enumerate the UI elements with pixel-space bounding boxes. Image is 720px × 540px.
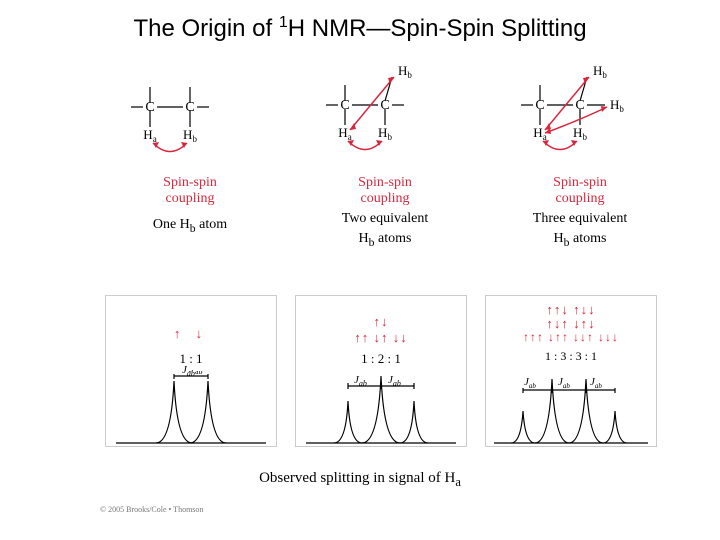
svg-text:Ha: Ha	[338, 125, 351, 142]
jab-3a: Jab	[524, 376, 536, 390]
arrows-1: ↑ ↓	[106, 326, 276, 342]
hb-label-3a: Three equivalent	[485, 211, 675, 227]
coupling-label-1a: Spin-spin	[95, 175, 285, 191]
hb-label-2b: Hb atoms	[290, 231, 480, 249]
observed-caption: Observed splitting in signal of Ha	[0, 470, 720, 490]
coupling-label-3b: coupling	[485, 191, 675, 207]
svg-text:Ha: Ha	[143, 127, 156, 144]
structure-diagram-3: C C Hb Hb Ha Hb	[485, 55, 665, 175]
column-1: C C Ha Hb Spin-spin coupling One Hb atom	[95, 65, 285, 235]
ratio-2: 1 : 2 : 1	[296, 351, 466, 367]
coupling-label-3a: Spin-spin	[485, 175, 675, 191]
svg-text:ab: ab	[195, 371, 203, 376]
coupling-label-2a: Spin-spin	[290, 175, 480, 191]
copyright: © 2005 Brooks/Cole • Thomson	[100, 505, 203, 514]
svg-text:C: C	[185, 100, 194, 115]
arrows-2b: ↑↑ ↓↑ ↓↓	[296, 330, 466, 346]
spin-box-1: ↑ ↓ 1 : 1 J ab Jab	[105, 295, 277, 447]
arrows-3c: ↑↑↑ ↓↑↑ ↓↓↑ ↓↓↓	[486, 330, 656, 345]
svg-text:Hb: Hb	[183, 127, 197, 144]
hb-label-3b: Hb atoms	[485, 231, 675, 249]
title-pre: The Origin of	[133, 15, 278, 42]
page-title: The Origin of 1H NMR—Spin-Spin Splitting	[0, 14, 720, 43]
structure-diagram-2: C C Hb Ha Hb	[290, 55, 460, 175]
peaks-doublet: J ab	[106, 371, 276, 446]
svg-text:Hb: Hb	[593, 63, 607, 80]
jab-3b: Jab	[558, 376, 570, 390]
jab-3c: Jab	[590, 376, 602, 390]
jab-2b: Jab	[388, 374, 401, 388]
title-sup: 1	[279, 14, 288, 31]
spin-box-3: ↑↑↓ ↑↓↓ ↑↓↑ ↓↑↓ ↑↑↑ ↓↑↑ ↓↓↑ ↓↓↓ 1 : 3 : …	[485, 295, 657, 447]
svg-text:Hb: Hb	[573, 125, 587, 142]
column-3: C C Hb Hb Ha Hb Spin-spin coupling Three…	[485, 55, 675, 249]
svg-text:C: C	[535, 98, 544, 113]
structure-diagram-1: C C Ha Hb	[95, 65, 245, 175]
peaks-quartet	[486, 371, 656, 446]
svg-text:Ha: Ha	[533, 125, 546, 142]
peaks-triplet	[296, 371, 466, 446]
ratio-3: 1 : 3 : 3 : 1	[486, 349, 656, 364]
svg-text:Hb: Hb	[378, 125, 392, 142]
svg-text:C: C	[380, 98, 389, 113]
title-post: H NMR—Spin-Spin Splitting	[288, 15, 587, 42]
jab-2a: Jab	[354, 374, 367, 388]
spin-box-2: ↑↓ ↑↑ ↓↑ ↓↓ 1 : 2 : 1 Jab Jab	[295, 295, 467, 447]
svg-text:C: C	[575, 98, 584, 113]
svg-text:C: C	[145, 100, 154, 115]
hb-label-2a: Two equivalent	[290, 211, 480, 227]
svg-text:Hb: Hb	[398, 63, 412, 80]
coupling-label-1b: coupling	[95, 191, 285, 207]
jab-1: Jab	[182, 364, 195, 378]
svg-text:Hb: Hb	[610, 97, 624, 114]
column-2: C C Hb Ha Hb Spin-spin coupling Two equi…	[290, 55, 480, 249]
hb-label-1: One Hb atom	[95, 217, 285, 235]
arrows-2a: ↑↓	[296, 314, 466, 330]
coupling-label-2b: coupling	[290, 191, 480, 207]
svg-text:C: C	[340, 98, 349, 113]
